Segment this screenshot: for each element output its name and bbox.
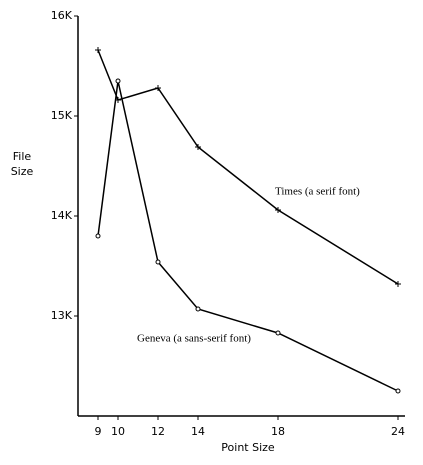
x-axis-label: Point Size [221, 441, 275, 454]
point [195, 144, 201, 150]
point [95, 233, 101, 239]
series-label: Times (a serif font) [275, 186, 360, 198]
x-tick-label: 14 [191, 425, 205, 438]
y-tick-label: 15K [51, 109, 73, 122]
point [275, 207, 281, 213]
y-axis-label: Size [11, 165, 34, 178]
point [395, 388, 401, 394]
point [115, 78, 121, 84]
point [395, 281, 401, 287]
x-tick-label: 9 [95, 425, 102, 438]
point [155, 259, 161, 265]
y-tick-label: 16K [51, 9, 73, 22]
y-tick-label: 13K [51, 309, 73, 322]
series-label: Geneva (a sans-serif font) [137, 333, 251, 345]
x-tick-label: 18 [271, 425, 285, 438]
point [275, 330, 281, 336]
x-tick-label: 10 [111, 425, 125, 438]
x-tick-label: 24 [391, 425, 405, 438]
point [195, 306, 201, 312]
point [155, 85, 161, 91]
series-line [97, 49, 399, 285]
y-axis-label: File [13, 150, 32, 163]
x-tick-label: 12 [151, 425, 165, 438]
point [95, 47, 101, 53]
y-tick-label: 14K [51, 209, 73, 222]
series-line [97, 80, 399, 392]
